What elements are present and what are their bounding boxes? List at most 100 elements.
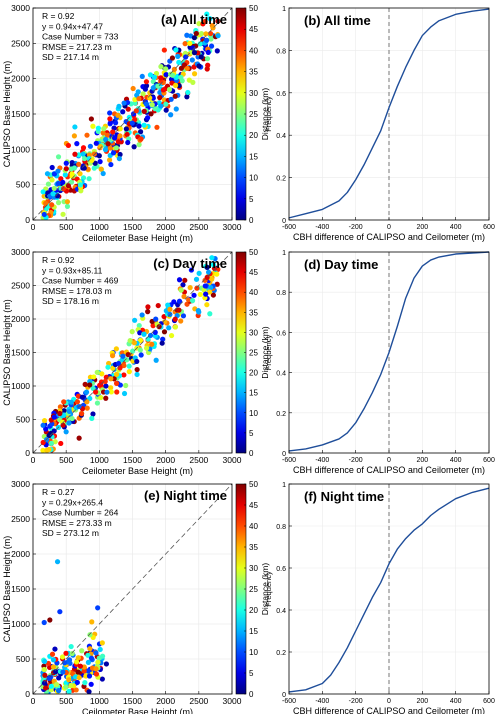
scatter-point	[207, 16, 213, 22]
scatter-point	[204, 56, 211, 62]
scatter-point	[75, 669, 81, 675]
scatter-point	[214, 48, 220, 54]
scatter-point	[74, 141, 80, 147]
colorbar-tick-label: 20	[249, 606, 258, 615]
scatter-point	[102, 147, 109, 153]
scatter-point	[83, 389, 90, 395]
scatter-point	[84, 405, 90, 411]
y-tick-label: 0.4	[276, 371, 286, 378]
scatter-point	[150, 323, 156, 329]
y-tick-label: 0.6	[276, 330, 286, 337]
scatter-point	[50, 657, 57, 663]
y-tick-label: 1	[282, 250, 286, 257]
scatter-point	[79, 394, 85, 400]
y-tick-label: 0.2	[276, 650, 286, 657]
scatter-point	[148, 111, 154, 117]
y-tick-label: 0	[25, 689, 30, 699]
scatter-point	[117, 151, 123, 158]
scatter-point	[86, 673, 93, 679]
x-tick-label: 3000	[223, 222, 242, 232]
y-axis-label: CALIPSO Base Height (m)	[2, 536, 12, 643]
colorbar-tick-label: 40	[249, 522, 258, 531]
colorbar-tick-label: 50	[249, 4, 258, 13]
stats-line: Case Number = 469	[42, 276, 119, 286]
scatter-point	[51, 185, 57, 192]
x-tick-label: 1500	[123, 222, 142, 232]
scatter-point	[66, 688, 72, 694]
scatter-point	[106, 157, 113, 163]
scatter-point	[57, 410, 63, 417]
y-axis-label: Frequency	[264, 96, 273, 132]
scatter-point	[153, 357, 159, 363]
cdf-panel-b: -600 -400 -200 0 200 400 600 0 0.2 0.4 0.6 0.8 1 CBH …	[264, 6, 495, 242]
scatter-point	[97, 159, 103, 165]
scatter-point	[191, 50, 198, 56]
scatter-point	[108, 376, 114, 382]
scatter-point	[52, 646, 58, 652]
y-tick-label: 0.8	[276, 290, 286, 297]
y-tick-label: 3000	[11, 3, 30, 13]
x-tick-label: -200	[349, 457, 363, 464]
scatter-point	[63, 429, 69, 435]
scatter-point	[65, 183, 71, 189]
scatter-points	[33, 8, 232, 220]
scatter-point	[176, 298, 183, 304]
scatter-point	[194, 285, 200, 291]
scatter-point	[136, 142, 142, 148]
scatter-point	[98, 394, 104, 401]
scatter-point	[60, 186, 67, 192]
x-tick-label: -600	[282, 698, 296, 705]
panel-title: (d) Day time	[304, 257, 378, 272]
colorbar-tick-label: 15	[249, 152, 258, 161]
scatter-point	[149, 102, 155, 108]
y-tick-label: 500	[16, 180, 30, 190]
scatter-point	[49, 177, 55, 183]
scatter-point	[93, 140, 99, 146]
stats-line: SD = 217.14 m	[42, 52, 99, 62]
scatter-point	[61, 408, 67, 414]
scatter-point	[46, 446, 52, 453]
scatter-point	[152, 329, 158, 335]
scatter-point	[123, 126, 129, 132]
stats-line: SD = 273.12 m	[42, 528, 99, 538]
scatter-point	[77, 663, 84, 669]
x-tick-label: 2500	[189, 696, 208, 706]
scatter-point	[92, 389, 99, 395]
scatter-point	[82, 381, 88, 387]
y-tick-label: 2000	[11, 549, 30, 559]
cdf-panel-d: -600 -400 -200 0 200 400 600 0 0.2 0.4 0.6 0.8 1 CBH …	[264, 250, 495, 475]
colorbar-label: Distance (km)	[260, 88, 270, 141]
scatter-point	[95, 659, 101, 665]
scatter-point	[214, 281, 220, 287]
scatter-point	[73, 659, 80, 665]
scatter-point	[116, 155, 122, 162]
x-tick-label: -200	[349, 698, 363, 705]
scatter-point	[55, 154, 62, 160]
y-tick-label: 0.8	[276, 524, 286, 531]
x-tick-label: 600	[483, 224, 495, 231]
scatter-point	[204, 302, 210, 308]
cdf-line	[288, 487, 490, 693]
scatter-point	[61, 412, 67, 418]
scatter-point	[97, 144, 104, 150]
x-tick-label: -400	[315, 224, 329, 231]
scatter-point	[138, 352, 144, 358]
x-tick-label: 200	[416, 224, 428, 231]
scatter-point	[130, 85, 136, 92]
scatter-point	[215, 18, 221, 24]
scatter-point	[110, 365, 116, 371]
scatter-point	[76, 674, 82, 681]
colorbar-tick-label: 10	[249, 409, 258, 418]
scatter-point	[182, 41, 188, 47]
scatter-point	[49, 202, 55, 208]
scatter-point	[87, 382, 93, 388]
panel-title: (a) All time	[161, 12, 227, 27]
x-tick-label: 0	[387, 698, 391, 705]
scatter-point	[143, 345, 150, 351]
scatter-point	[55, 200, 62, 206]
y-tick-label: 0	[282, 218, 286, 225]
panel-title: (b) All time	[304, 13, 371, 28]
scatter-point	[191, 71, 198, 77]
scatter-point	[42, 672, 48, 678]
scatter-point	[142, 86, 148, 92]
